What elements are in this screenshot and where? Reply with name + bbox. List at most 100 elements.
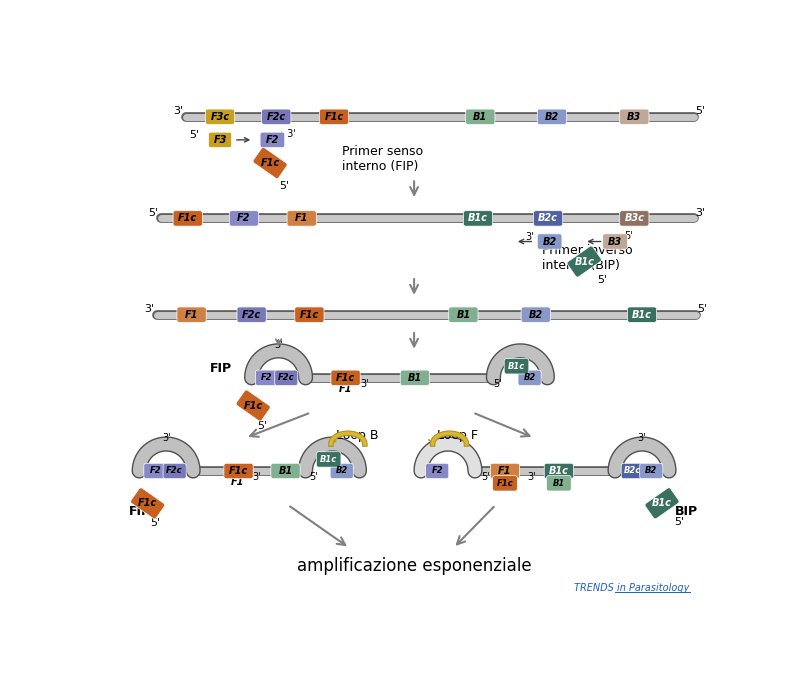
Text: F2: F2 [149, 466, 161, 475]
FancyBboxPatch shape [316, 452, 341, 467]
Text: F3: F3 [213, 135, 227, 145]
FancyBboxPatch shape [504, 359, 528, 374]
Text: 5': 5' [148, 208, 158, 218]
Text: Loop F: Loop F [436, 429, 478, 442]
Text: F3c: F3c [211, 112, 229, 122]
FancyBboxPatch shape [567, 246, 601, 277]
Text: F1c: F1c [138, 498, 158, 508]
Text: B2: B2 [645, 466, 658, 475]
FancyBboxPatch shape [208, 132, 232, 148]
Text: 5': 5' [189, 130, 199, 140]
FancyBboxPatch shape [262, 109, 291, 125]
FancyBboxPatch shape [237, 307, 267, 322]
Text: 5': 5' [309, 472, 318, 482]
FancyBboxPatch shape [177, 307, 206, 322]
FancyBboxPatch shape [620, 109, 649, 125]
Text: Loop B: Loop B [336, 429, 378, 442]
Text: TRENDS in Parasitology: TRENDS in Parasitology [574, 582, 690, 593]
Text: B2: B2 [524, 374, 536, 382]
FancyBboxPatch shape [546, 475, 571, 491]
Text: F2c: F2c [267, 112, 286, 122]
Text: 3': 3' [528, 472, 537, 482]
FancyBboxPatch shape [448, 307, 478, 322]
Text: B1c: B1c [468, 214, 488, 224]
FancyBboxPatch shape [236, 390, 271, 421]
Text: F2: F2 [266, 135, 279, 145]
FancyBboxPatch shape [253, 147, 288, 178]
FancyBboxPatch shape [463, 211, 493, 226]
Text: 3': 3' [638, 433, 646, 443]
FancyBboxPatch shape [620, 211, 649, 226]
Text: 5': 5' [257, 420, 267, 431]
Text: B2c: B2c [624, 466, 642, 475]
FancyBboxPatch shape [163, 463, 186, 479]
FancyBboxPatch shape [271, 463, 300, 479]
Text: FIP: FIP [129, 504, 151, 517]
FancyBboxPatch shape [295, 307, 324, 322]
FancyBboxPatch shape [205, 109, 234, 125]
Text: B1c: B1c [549, 466, 569, 476]
Text: 5': 5' [625, 231, 633, 241]
Text: F1c: F1c [243, 401, 263, 411]
Text: 3': 3' [525, 232, 534, 242]
FancyBboxPatch shape [603, 234, 627, 250]
Text: B1: B1 [408, 373, 422, 383]
Text: 5': 5' [674, 517, 684, 527]
Text: 5': 5' [697, 304, 707, 315]
Text: BIP: BIP [675, 504, 698, 517]
Text: F1c: F1c [300, 310, 319, 319]
Text: B1: B1 [473, 112, 487, 122]
Text: B2: B2 [542, 237, 557, 247]
Text: 3': 3' [360, 379, 369, 389]
FancyBboxPatch shape [518, 370, 541, 386]
Text: F2c: F2c [166, 466, 183, 475]
Text: B3c: B3c [625, 214, 644, 224]
Text: F1c: F1c [229, 466, 248, 476]
FancyBboxPatch shape [493, 475, 517, 491]
Text: B2: B2 [528, 310, 543, 319]
FancyBboxPatch shape [144, 463, 167, 479]
Text: F1c: F1c [325, 112, 343, 122]
Text: F2: F2 [431, 466, 443, 475]
FancyBboxPatch shape [229, 211, 259, 226]
Text: B1: B1 [457, 310, 470, 319]
FancyBboxPatch shape [490, 463, 520, 479]
Text: B1c: B1c [652, 498, 672, 508]
Text: B3: B3 [627, 112, 642, 122]
FancyBboxPatch shape [640, 463, 663, 479]
FancyBboxPatch shape [173, 211, 202, 226]
Text: B1c: B1c [632, 310, 652, 319]
Text: Primer inverso
interno (BIP): Primer inverso interno (BIP) [542, 243, 633, 272]
Text: 3': 3' [144, 304, 154, 315]
Text: 5': 5' [598, 275, 608, 285]
Text: amplificazione esponenziale: amplificazione esponenziale [297, 557, 532, 576]
Text: F1: F1 [499, 466, 511, 476]
Text: 5': 5' [696, 106, 705, 117]
Text: B1: B1 [279, 466, 292, 476]
FancyBboxPatch shape [545, 463, 574, 479]
Text: F1: F1 [231, 477, 245, 487]
Text: 3': 3' [253, 472, 261, 482]
FancyBboxPatch shape [400, 370, 430, 386]
FancyBboxPatch shape [255, 370, 279, 386]
FancyBboxPatch shape [260, 132, 284, 148]
Text: F2: F2 [261, 374, 273, 382]
Text: 5': 5' [493, 379, 502, 389]
Text: F1c: F1c [260, 158, 280, 168]
Text: 5': 5' [150, 517, 161, 527]
Text: F1c: F1c [336, 373, 356, 383]
FancyBboxPatch shape [537, 109, 566, 125]
FancyBboxPatch shape [621, 463, 644, 479]
Text: B2: B2 [335, 466, 348, 475]
FancyBboxPatch shape [319, 109, 348, 125]
Text: 3': 3' [162, 433, 170, 443]
Text: B1c: B1c [574, 256, 594, 266]
Text: F1: F1 [295, 214, 309, 224]
Text: 3': 3' [174, 106, 183, 117]
Text: 3': 3' [696, 208, 705, 218]
Text: F2c: F2c [242, 310, 261, 319]
Text: 5': 5' [482, 472, 490, 482]
Text: B3: B3 [608, 237, 622, 247]
FancyBboxPatch shape [537, 234, 562, 250]
Text: 3': 3' [274, 340, 283, 350]
